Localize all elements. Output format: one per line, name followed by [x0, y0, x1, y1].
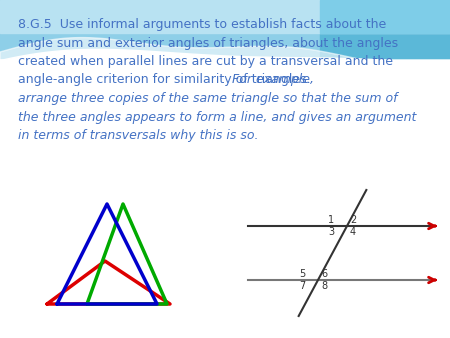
Polygon shape [0, 38, 450, 338]
Text: angle sum and exterior angles of triangles, about the angles: angle sum and exterior angles of triangl… [18, 37, 398, 49]
Bar [320, 0, 450, 58]
Text: 5: 5 [299, 269, 305, 279]
Text: the three angles appears to form a line, and gives an argument: the three angles appears to form a line,… [18, 111, 416, 123]
Text: 2: 2 [350, 215, 356, 225]
Text: arrange three copies of the same triangle so that the sum of: arrange three copies of the same triangl… [18, 92, 397, 105]
Polygon shape [0, 49, 450, 338]
Bar [0, 0, 450, 58]
Text: in terms of transversals why this is so.: in terms of transversals why this is so. [18, 129, 258, 142]
Text: 7: 7 [299, 281, 305, 291]
Text: 4: 4 [350, 227, 356, 237]
Text: For example,: For example, [232, 73, 314, 87]
Text: created when parallel lines are cut by a transversal and the: created when parallel lines are cut by a… [18, 55, 393, 68]
Text: 6: 6 [321, 269, 327, 279]
Bar [0, 0, 450, 33]
Text: 8.G.5  Use informal arguments to establish facts about the: 8.G.5 Use informal arguments to establis… [18, 18, 386, 31]
Text: angle-angle criterion for similarity of triangles.: angle-angle criterion for similarity of … [18, 73, 319, 87]
Text: 1: 1 [328, 215, 334, 225]
Bar [320, 0, 450, 33]
Text: 3: 3 [328, 227, 334, 237]
Text: 8: 8 [321, 281, 327, 291]
